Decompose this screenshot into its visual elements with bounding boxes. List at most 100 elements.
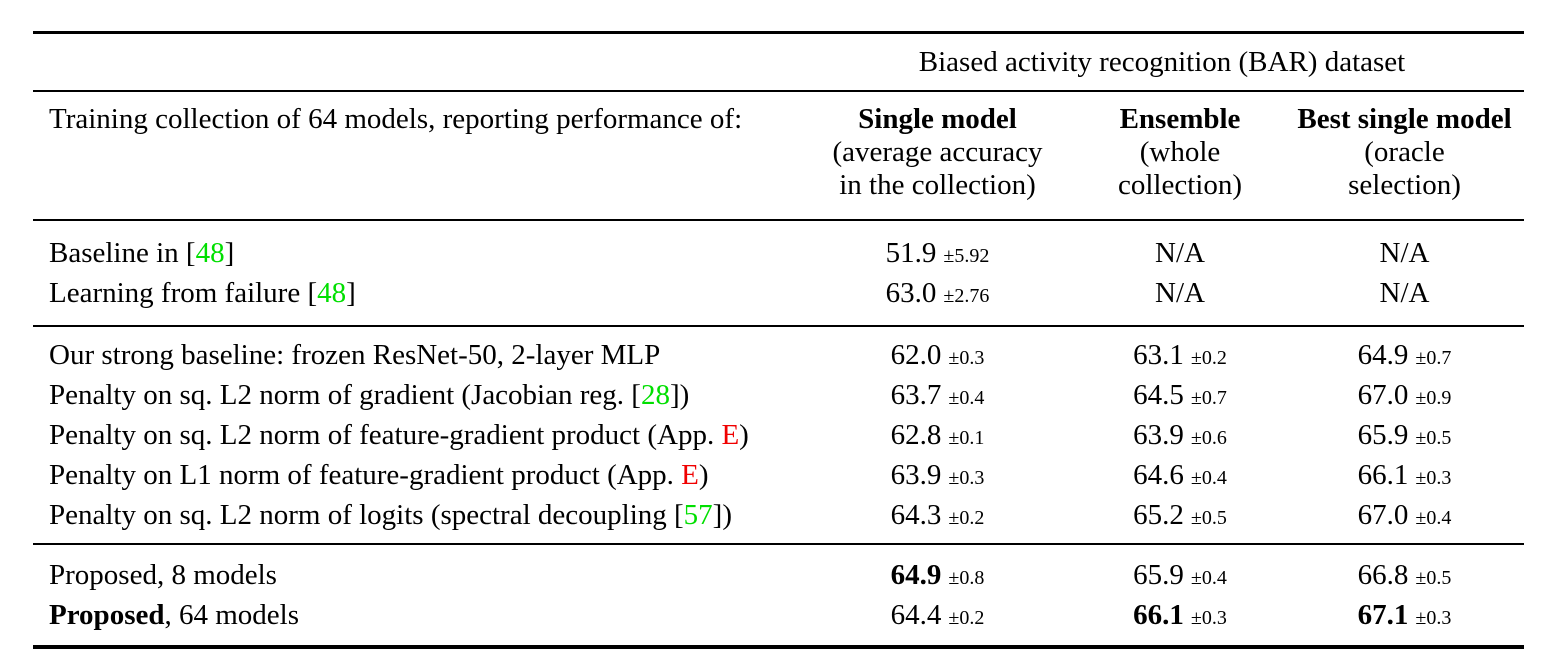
- value-cell: 64.4 ±0.2: [800, 599, 1075, 632]
- column-subtitle-line1: (whole: [1139, 136, 1221, 168]
- label-text: ): [698, 458, 709, 491]
- column-header-single-model: Single model (average accuracy in the co…: [800, 103, 1075, 202]
- column-subtitle-line2: selection): [1348, 169, 1461, 201]
- value-cell: 63.1 ±0.2: [1075, 339, 1285, 372]
- row-label: Penalty on L1 norm of feature-gradient p…: [33, 459, 800, 492]
- label-text: , 64 models: [164, 598, 300, 631]
- value-cell: 62.0 ±0.3: [800, 339, 1075, 372]
- metric-value: N/A: [1379, 236, 1430, 269]
- value-cell: 63.9 ±0.3: [800, 459, 1075, 492]
- metric-value: 64.3: [890, 498, 942, 531]
- value-cell: 66.1 ±0.3: [1075, 599, 1285, 632]
- label-text: Proposed: [49, 598, 165, 631]
- metric-value: 62.8: [890, 418, 942, 451]
- metric-value: 62.0: [890, 338, 942, 371]
- std-dev-value: ±0.8: [948, 566, 985, 589]
- metric-value: 67.0: [1357, 498, 1409, 531]
- table-row: Baseline in [48] 51.9 ±5.92 N/A N/A: [33, 233, 1524, 273]
- label-text: Penalty on sq. L2 norm of logits (spectr…: [49, 498, 684, 531]
- value-cell: 67.1 ±0.3: [1285, 599, 1524, 632]
- std-dev-value: ±0.5: [1415, 566, 1452, 589]
- metric-value: 63.1: [1133, 338, 1184, 371]
- std-dev-value: ±0.2: [1190, 346, 1227, 369]
- label-text: Penalty on sq. L2 norm of gradient (Jaco…: [49, 378, 641, 411]
- std-dev-value: ±0.4: [1190, 566, 1227, 589]
- metric-value: N/A: [1155, 236, 1205, 269]
- table-row: Learning from failure [48] 63.0 ±2.76 N/A N/…: [33, 273, 1524, 313]
- row-label: Baseline in [48]: [33, 237, 800, 270]
- table-row: Proposed, 64 models 64.4 ±0.2 66.1 ±0.3 67.1 ±…: [33, 595, 1524, 635]
- metric-value: 64.9: [890, 558, 942, 591]
- value-cell: 64.9 ±0.8: [800, 559, 1075, 592]
- value-cell: N/A: [1075, 277, 1285, 310]
- value-cell: 65.9 ±0.5: [1285, 419, 1524, 452]
- section-penalty-methods: Our strong baseline: frozen ResNet-50, 2…: [33, 327, 1524, 543]
- metric-value: 66.1: [1133, 598, 1184, 631]
- column-title: Best single model: [1297, 103, 1512, 135]
- metric-value: 63.0: [885, 276, 937, 309]
- metric-value: 65.2: [1133, 498, 1184, 531]
- column-header-ensemble: Ensemble (whole collection): [1075, 103, 1285, 202]
- label-text: ]: [346, 276, 356, 309]
- row-label: Proposed, 8 models: [33, 559, 800, 592]
- metric-value: 67.1: [1357, 598, 1409, 631]
- std-dev-value: ±0.2: [948, 606, 985, 629]
- value-cell: 63.7 ±0.4: [800, 379, 1075, 412]
- std-dev-value: ±0.3: [1415, 466, 1452, 489]
- std-dev-value: ±0.3: [1415, 606, 1452, 629]
- table-row: Penalty on L1 norm of feature-gradient p…: [33, 455, 1524, 495]
- section-prior-baselines: Baseline in [48] 51.9 ±5.92 N/A N/A Learning …: [33, 221, 1524, 325]
- section-proposed: Proposed, 8 models 64.9 ±0.8 65.9 ±0.4 66.8 ±0…: [33, 545, 1524, 645]
- citation-link[interactable]: 48: [195, 236, 225, 269]
- citation-link[interactable]: E: [721, 418, 740, 451]
- label-text: Penalty on sq. L2 norm of feature-gradie…: [49, 418, 722, 451]
- label-text: Learning from failure [: [49, 276, 318, 309]
- std-dev-value: ±0.3: [948, 466, 985, 489]
- top-rule: [33, 31, 1524, 34]
- value-cell: 64.3 ±0.2: [800, 499, 1075, 532]
- label-text: Our strong baseline: frozen ResNet-50, 2…: [49, 338, 661, 371]
- std-dev-value: ±0.6: [1190, 426, 1227, 449]
- citation-link[interactable]: E: [681, 458, 699, 491]
- value-cell: 51.9 ±5.92: [800, 237, 1075, 270]
- metric-value: 63.9: [1133, 418, 1184, 451]
- divider-rule: [33, 219, 1524, 221]
- value-cell: N/A: [1075, 237, 1285, 270]
- citation-link[interactable]: 57: [683, 498, 713, 531]
- value-cell: 64.9 ±0.7: [1285, 339, 1524, 372]
- label-text: Proposed, 8 models: [49, 558, 277, 591]
- value-cell: 63.0 ±2.76: [800, 277, 1075, 310]
- metric-value: 66.8: [1357, 558, 1409, 591]
- row-label: Penalty on sq. L2 norm of feature-gradie…: [33, 419, 800, 452]
- std-dev-value: ±0.1: [948, 426, 985, 449]
- value-cell: 66.1 ±0.3: [1285, 459, 1524, 492]
- row-label: Penalty on sq. L2 norm of gradient (Jaco…: [33, 379, 800, 412]
- std-dev-value: ±0.7: [1190, 386, 1227, 409]
- metric-value: 66.1: [1357, 458, 1409, 491]
- metric-value: 64.9: [1357, 338, 1409, 371]
- label-text: ]): [712, 498, 732, 531]
- divider-rule: [33, 543, 1524, 545]
- citation-link[interactable]: 28: [640, 378, 670, 411]
- column-subtitle-line1: (oracle: [1364, 136, 1445, 168]
- table-row: Penalty on sq. L2 norm of feature-gradie…: [33, 415, 1524, 455]
- std-dev-value: ±2.76: [943, 284, 990, 307]
- metric-value: 64.4: [890, 598, 942, 631]
- paper-results-table: Biased activity recognition (BAR) datase…: [33, 31, 1524, 649]
- table-row: Proposed, 8 models 64.9 ±0.8 65.9 ±0.4 66.8 ±0…: [33, 555, 1524, 595]
- label-text: ]: [224, 236, 235, 269]
- row-label: Learning from failure [48]: [33, 277, 800, 310]
- value-cell: 67.0 ±0.9: [1285, 379, 1524, 412]
- metric-value: 64.5: [1133, 378, 1184, 411]
- metric-value: 63.9: [890, 458, 942, 491]
- label-text: ): [739, 418, 749, 451]
- column-header-best-single-model: Best single model (oracle selection): [1285, 103, 1524, 202]
- column-subtitle-line1: (average accuracy: [832, 136, 1043, 168]
- column-subtitle-line2: in the collection): [839, 169, 1036, 201]
- value-cell: 65.9 ±0.4: [1075, 559, 1285, 592]
- row-label: Our strong baseline: frozen ResNet-50, 2…: [33, 339, 800, 372]
- std-dev-value: ±0.7: [1415, 346, 1452, 369]
- value-cell: 65.2 ±0.5: [1075, 499, 1285, 532]
- citation-link[interactable]: 48: [317, 276, 347, 309]
- std-dev-value: ±0.2: [948, 506, 985, 529]
